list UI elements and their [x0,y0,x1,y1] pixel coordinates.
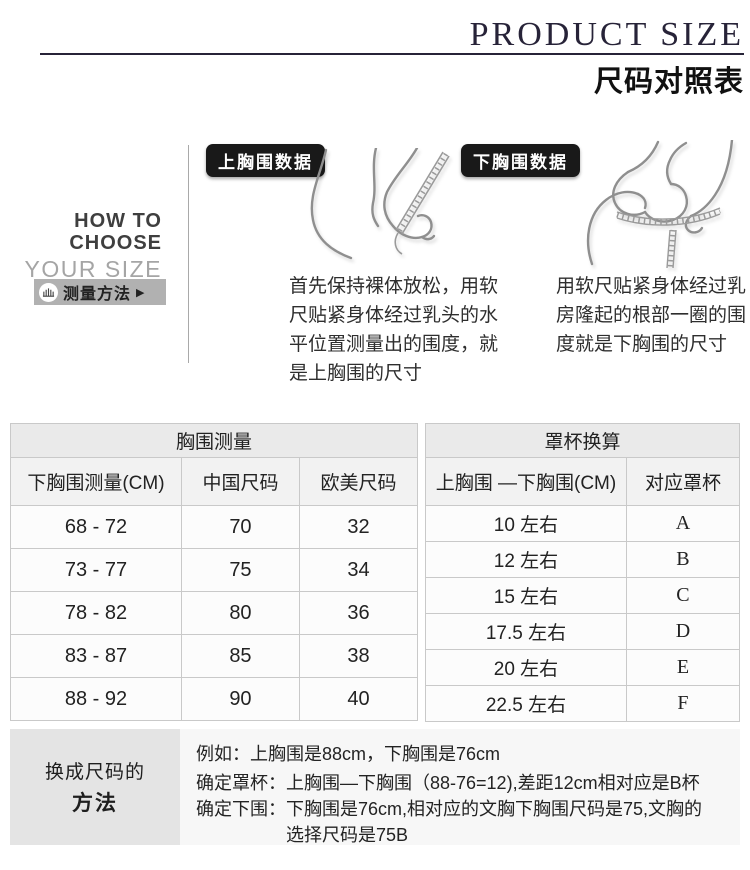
ruler-icon [39,282,58,302]
upper-bust-badge: 上胸围数据 [206,144,325,177]
measure-method-label: 测量方法 [63,286,132,303]
table-title: 胸围测量 [10,423,418,458]
table-cell: 88 - 92 [10,677,182,721]
how-to-line-1: HOW TO [74,210,162,232]
under-bust-badge: 下胸围数据 [461,144,580,177]
method-cup-line: 确定罩杯：上胸围—下胸围（88-76=12),差距12cm相对应是B杯 [196,773,700,793]
cup-convert-table: 罩杯换算 上胸围 —下胸围(CM) 对应罩杯 10 左右 A 12 左右 B 15 左右 C 17… [425,423,741,722]
table-row: 22.5 左右 F [425,685,741,722]
column-header: 对应罩杯 [625,457,741,506]
table-row: 10 左右 A [425,505,741,542]
under-bust-description: 用软尺贴紧身体经过乳房隆起的根部一圈的围度就是下胸围的尺寸 [556,276,747,355]
table-cell: B [625,541,741,578]
table-row: 68 - 72 70 32 [10,505,419,549]
title-underline [40,53,744,55]
section-divider [188,145,189,363]
table-row: 78 - 82 80 36 [10,591,419,635]
method-example-panel: 例如：上胸围是88cm，下胸围是76cm 确定罩杯：上胸围—下胸围（88-76=… [180,729,740,845]
table-row: 15 左右 C [425,577,741,614]
upper-bust-description: 首先保持裸体放松，用软尺贴紧身体经过乳头的水平位置测量出的围度，就是上胸围的尺寸 [289,276,499,384]
table-cell: 32 [298,505,419,549]
table-cell: 83 - 87 [10,634,182,678]
upper-bust-illustration [310,148,450,260]
page-title-en: PRODUCT SIZE [469,16,744,53]
method-band-line: 确定下围：下胸围是76cm,相对应的文胸下胸围尺码是75,文胸的 [196,799,703,819]
table-cell: 36 [298,591,419,635]
table-row: 17.5 左右 D [425,613,741,650]
measure-method-button[interactable]: 测量方法 ▶ [34,279,166,305]
play-arrow-icon: ▶ [136,286,145,299]
table-cell: 75 [180,548,300,592]
column-header: 欧美尺码 [298,457,419,506]
table-cell: 34 [298,548,419,592]
page-title-zh: 尺码对照表 [593,66,744,98]
table-cell: 68 - 72 [10,505,182,549]
table-cell: 22.5 左右 [425,685,627,722]
table-cell: 17.5 左右 [425,613,627,650]
how-to-line-3: YOUR SIZE [24,256,162,282]
table-row: 83 - 87 85 38 [10,634,419,678]
method-box-line-1: 换成尺码的 [44,762,145,783]
method-result-line: 选择尺码是75B [286,825,409,845]
table-cell: 78 - 82 [10,591,182,635]
table-cell: F [625,685,741,722]
table-cell: A [625,505,741,542]
table-cell: 20 左右 [425,649,627,686]
how-to-choose-heading: HOW TO CHOOSE YOUR SIZE [0,210,162,282]
bust-measure-table: 胸围测量 下胸围测量(CM) 中国尺码 欧美尺码 68 - 72 70 32 73 - 77 7… [10,423,419,721]
table-cell: 10 左右 [425,505,627,542]
table-cell: 80 [180,591,300,635]
table-cell: D [625,613,741,650]
column-header: 中国尺码 [180,457,300,506]
table-cell: 90 [180,677,300,721]
how-to-line-2: CHOOSE [69,232,162,254]
table-cell: 38 [298,634,419,678]
table-row: 88 - 92 90 40 [10,677,419,721]
table-title: 罩杯换算 [425,423,740,458]
table-row: 12 左右 B [425,541,741,578]
method-example-line: 例如：上胸围是88cm，下胸围是76cm [196,744,501,764]
table-row: 20 左右 E [425,649,741,686]
method-box-line-2: 方法 [72,792,118,815]
table-cell: 70 [180,505,300,549]
table-cell: C [625,577,741,614]
under-bust-illustration [586,140,734,269]
table-row: 73 - 77 75 34 [10,548,419,592]
table-cell: 85 [180,634,300,678]
table-cell: 12 左右 [425,541,627,578]
table-cell: 15 左右 [425,577,627,614]
table-cell: 73 - 77 [10,548,182,592]
table-cell: 40 [298,677,419,721]
method-box: 换成尺码的 方法 [10,729,180,845]
column-header: 下胸围测量(CM) [10,457,182,506]
table-cell: E [625,649,741,686]
column-header: 上胸围 —下胸围(CM) [425,457,627,506]
